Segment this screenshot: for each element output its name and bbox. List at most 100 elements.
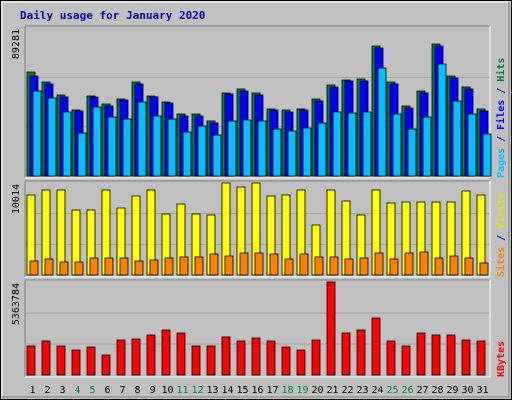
kbytes-bar-kbytes-day-27 [416, 332, 426, 376]
kbytes-legend-part: KBytes [496, 341, 507, 377]
day-label-1: 1 [29, 385, 35, 396]
hits-bar-pages-day-16 [257, 120, 267, 177]
day-label-26: 26 [401, 385, 413, 396]
visits-bar-sites-day-25 [389, 258, 399, 276]
day-label-6: 6 [104, 385, 110, 396]
day-label-20: 20 [311, 385, 323, 396]
visits-bar-sites-day-8 [134, 260, 144, 276]
kbytes-max-label: 5363784 [11, 283, 22, 325]
chart-title: Daily usage for January 2020 [20, 9, 205, 22]
hits-bar-pages-day-15 [242, 119, 252, 177]
visits-bar-sites-day-30 [464, 257, 474, 276]
hits-bar-pages-day-26 [407, 128, 417, 177]
hits-bar-pages-day-17 [272, 128, 282, 177]
kbytes-bar-kbytes-day-5 [86, 346, 96, 376]
visits-bar-sites-day-23 [359, 257, 369, 276]
day-label-4: 4 [74, 385, 80, 396]
hits-bar-pages-day-18 [287, 130, 297, 177]
visits-axis-legend: Sites / Visits [495, 193, 507, 277]
day-label-25: 25 [386, 385, 398, 396]
visits-bar-sites-day-13 [209, 253, 219, 276]
day-labels: 1 2 3 4 5 6 7 8 9 10 11 12 13 14 15 16 17 18 19 20 21 22 23 24 2… [29, 385, 488, 396]
day-label-24: 24 [371, 385, 383, 396]
hits-bar-pages-day-31 [482, 133, 492, 177]
day-label-10: 10 [161, 385, 173, 396]
kbytes-bar-kbytes-day-15 [236, 340, 246, 376]
hits-bar-pages-day-9 [152, 115, 162, 177]
kbytes-bar-kbytes-day-23 [356, 329, 366, 376]
panel-legends: Pages / Files / Hits Sites / Visits KBytes [495, 58, 507, 377]
day-label-23: 23 [356, 385, 368, 396]
kbytes-bar-kbytes-day-25 [386, 340, 396, 376]
kbytes-bar-kbytes-day-9 [146, 334, 156, 376]
day-label-18: 18 [281, 385, 293, 396]
day-label-8: 8 [134, 385, 140, 396]
visits-bar-sites-day-22 [344, 258, 354, 276]
hits-legend-part: Pages [496, 148, 507, 178]
visits-bar-sites-day-20 [314, 256, 324, 276]
kbytes-bar-kbytes-day-19 [296, 349, 306, 376]
hits-legend-part: Files [495, 100, 507, 130]
kbytes-bar-kbytes-day-17 [266, 340, 276, 376]
hits-legend-part: Hits [495, 58, 507, 82]
visits-bar-sites-day-6 [104, 257, 114, 276]
max-value-labels: 89281 10014 5363784 [11, 29, 22, 325]
kbytes-bar-kbytes-day-11 [176, 332, 186, 376]
day-label-31: 31 [476, 385, 488, 396]
visits-legend-part: / [496, 229, 507, 247]
hits-bar-pages-day-27 [422, 116, 432, 177]
kbytes-bar-kbytes-day-28 [431, 334, 441, 376]
hits-bar-pages-day-19 [302, 127, 312, 177]
day-label-19: 19 [296, 385, 308, 396]
day-label-22: 22 [341, 385, 353, 396]
kbytes-bar-kbytes-day-20 [311, 339, 321, 376]
visits-bar-sites-day-1 [29, 260, 39, 276]
kbytes-bar-kbytes-day-10 [161, 329, 171, 376]
day-label-7: 7 [119, 385, 125, 396]
kbytes-bar-kbytes-day-30 [461, 339, 471, 376]
kbytes-bar-kbytes-day-16 [251, 337, 261, 376]
visits-bar-sites-day-28 [434, 257, 444, 276]
hits-bar-pages-day-30 [467, 113, 477, 177]
day-label-27: 27 [416, 385, 428, 396]
kbytes-bar-kbytes-day-22 [341, 332, 351, 376]
visits-bar-sites-day-24 [374, 252, 384, 276]
visits-bar-sites-day-11 [179, 256, 189, 276]
kbytes-bar-kbytes-day-14 [221, 336, 231, 376]
hits-bar-pages-day-5 [92, 106, 102, 177]
day-label-17: 17 [266, 385, 278, 396]
visits-bar-sites-day-26 [404, 252, 414, 276]
visits-bar-sites-day-10 [164, 257, 174, 276]
visits-bar-sites-day-18 [284, 258, 294, 276]
day-label-13: 13 [206, 385, 218, 396]
visits-max-label: 10014 [11, 184, 22, 214]
day-label-9: 9 [149, 385, 155, 396]
kbytes-bar-kbytes-day-26 [401, 345, 411, 376]
visits-bar-sites-day-27 [419, 251, 429, 276]
day-label-11: 11 [176, 385, 188, 396]
day-label-29: 29 [446, 385, 458, 396]
day-label-28: 28 [431, 385, 443, 396]
kbytes-bar-kbytes-day-2 [41, 340, 51, 376]
kbytes-bar-kbytes-day-4 [71, 349, 81, 376]
kbytes-bar-kbytes-day-18 [281, 346, 291, 376]
visits-bar-sites-day-21 [329, 256, 339, 276]
visits-bar-sites-day-19 [299, 253, 309, 276]
visits-bar-sites-day-7 [119, 257, 129, 276]
visits-bar-sites-day-16 [254, 252, 264, 276]
day-label-15: 15 [236, 385, 248, 396]
visits-bar-sites-day-17 [269, 253, 279, 276]
hits-bar-pages-day-22 [347, 112, 357, 177]
visits-bar-sites-day-9 [149, 259, 159, 276]
visits-bar-sites-day-3 [59, 261, 69, 276]
day-label-12: 12 [191, 385, 203, 396]
visits-bar-sites-day-15 [239, 252, 249, 276]
hits-bar-pages-day-4 [77, 132, 87, 177]
day-label-5: 5 [89, 385, 95, 396]
day-label-3: 3 [59, 385, 65, 396]
hits-bar-pages-day-14 [227, 120, 237, 177]
visits-bar-sites-day-5 [89, 257, 99, 276]
hits-bar-pages-day-20 [317, 122, 327, 177]
hits-legend-part: / [496, 130, 507, 148]
